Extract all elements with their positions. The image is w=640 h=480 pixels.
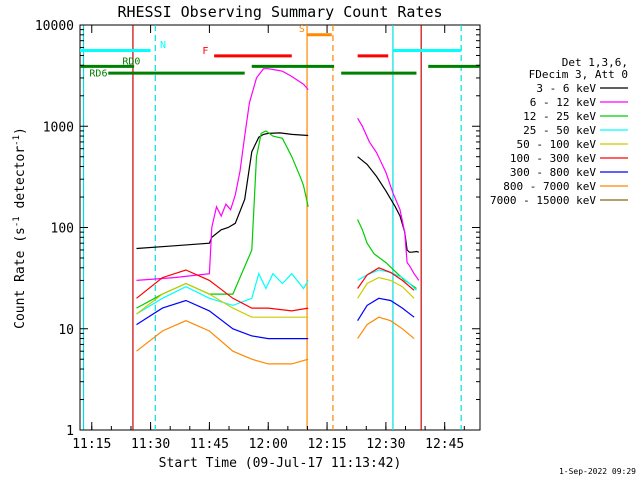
- series-line-2: [136, 130, 417, 309]
- series-line-5: [136, 267, 415, 312]
- x-tick-label-0: 11:15: [72, 437, 111, 452]
- y-tick-label-0: 1: [66, 424, 74, 439]
- legend-label-2: 12 - 25 keV: [523, 110, 596, 123]
- flag-label-RD0: RD0: [122, 57, 140, 68]
- legend-header-2: FDecim 3, Att 0: [529, 68, 628, 81]
- x-tick-label-6: 12:45: [425, 437, 464, 452]
- chart-title: RHESSI Observing Summary Count Rates: [117, 3, 442, 21]
- legend-label-6: 300 - 800 keV: [510, 166, 596, 179]
- x-tick-label-4: 12:15: [307, 437, 346, 452]
- legend-label-0: 3 - 6 keV: [536, 82, 596, 95]
- y-axis-label-main: Count Rate (s: [13, 227, 28, 329]
- flag-label-F: F: [202, 46, 208, 57]
- y-axis: 1 10 100 1000 10000: [35, 19, 480, 439]
- series-line-1: [136, 68, 420, 281]
- legend-label-5: 100 - 300 keV: [510, 152, 596, 165]
- y-tick-label-2: 100: [51, 222, 74, 237]
- plot-frame: [79, 24, 481, 431]
- vertical-markers: [82, 25, 462, 430]
- x-tick-label-3: 12:00: [249, 437, 288, 452]
- y-tick-label-3: 1000: [43, 120, 74, 135]
- y-axis-label-mid: detector: [13, 146, 28, 217]
- flag-bars: N S F RD0 RD6: [80, 24, 480, 79]
- x-tick-label-5: 12:30: [366, 437, 405, 452]
- y-axis-label-sup1: -1: [12, 216, 22, 227]
- footer-timestamp: 1-Sep-2022 09:29: [559, 467, 636, 476]
- flag-label-N: N: [160, 40, 166, 51]
- legend-label-1: 6 - 12 keV: [530, 96, 597, 109]
- flag-label-S: S: [299, 24, 305, 35]
- y-axis-label: Count Rate (s-1 detector-1): [12, 127, 28, 329]
- series-line-7: [136, 316, 415, 365]
- y-axis-label-sup2: -1: [12, 135, 22, 146]
- legend-label-8: 7000 - 15000 keV: [490, 194, 596, 207]
- series-line-6: [136, 297, 415, 340]
- x-tick-label-2: 11:45: [190, 437, 229, 452]
- legend-label-7: 800 - 7000 keV: [503, 180, 596, 193]
- legend-label-4: 50 - 100 keV: [517, 138, 597, 151]
- x-tick-label-1: 11:30: [131, 437, 170, 452]
- series-group: [136, 68, 420, 365]
- series-line-0: [136, 132, 419, 253]
- x-axis: 11:15 11:30 11:45 12:00 12:15 12:30 12:45: [72, 25, 465, 452]
- legend-header-1: Det 1,3,6,: [562, 56, 628, 69]
- series-line-4: [136, 276, 415, 318]
- flag-label-RD6: RD6: [89, 68, 107, 79]
- y-axis-label-end: ): [13, 127, 28, 135]
- x-axis-label: Start Time (09-Jul-17 11:13:42): [159, 456, 402, 471]
- y-tick-label-4: 10000: [35, 19, 74, 34]
- y-tick-label-1: 10: [58, 323, 74, 338]
- legend-label-3: 25 - 50 keV: [523, 124, 596, 137]
